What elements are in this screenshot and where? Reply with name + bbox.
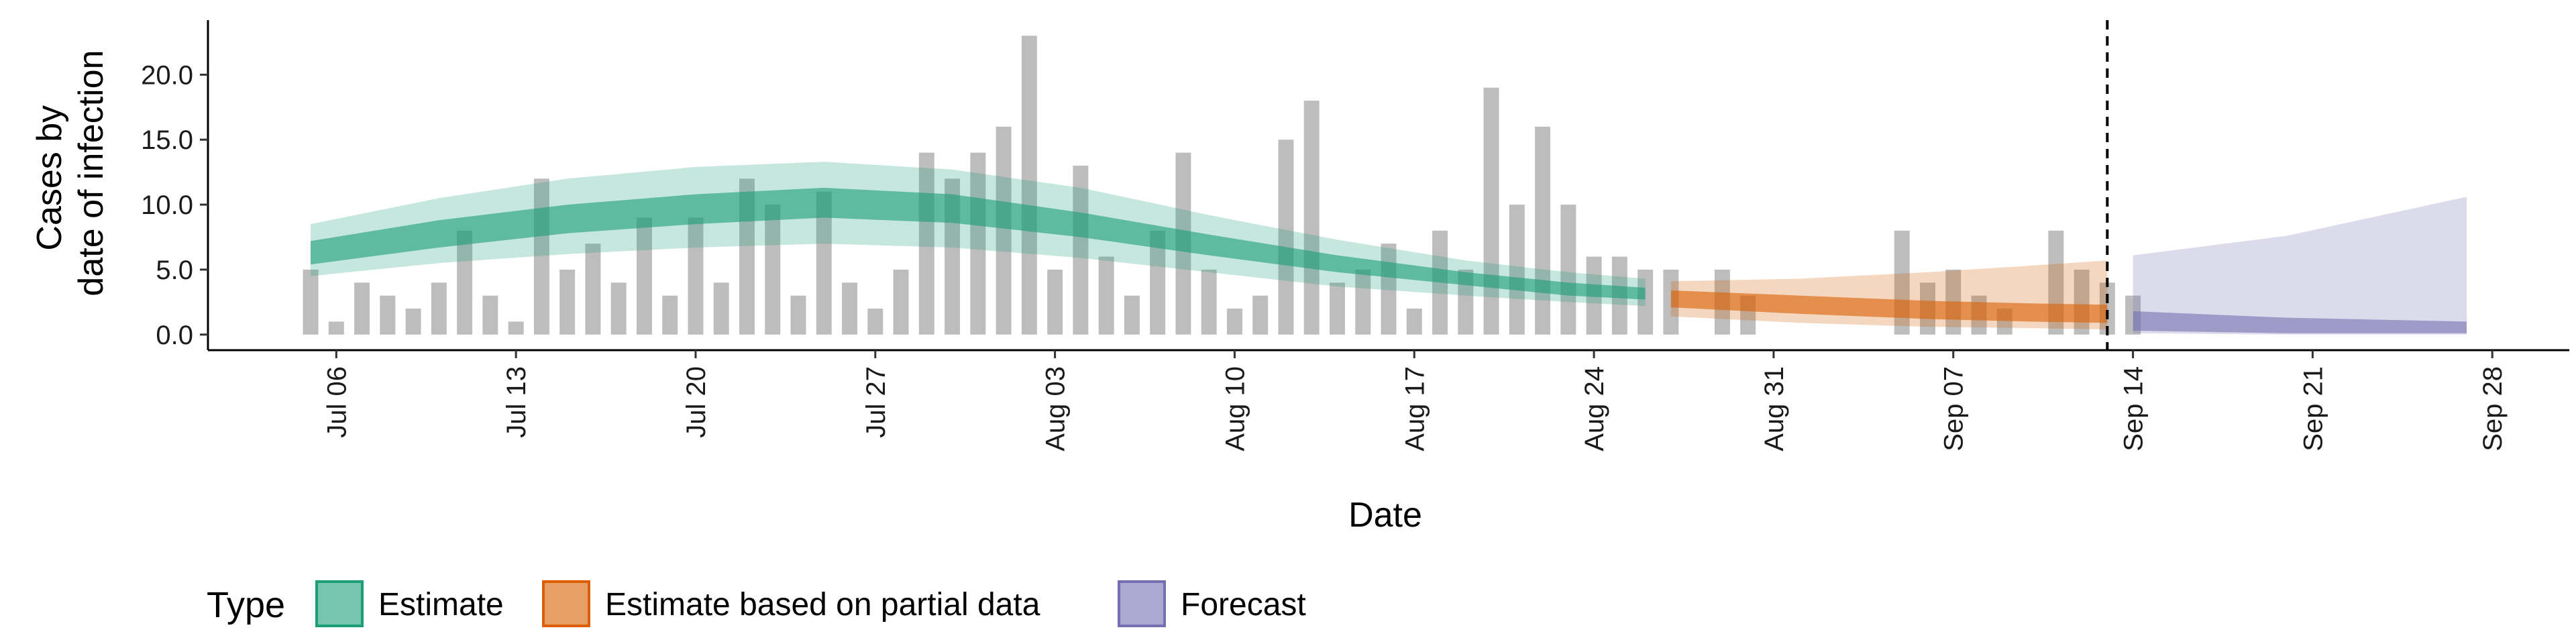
case-bar bbox=[1330, 282, 1345, 335]
y-axis: 0.0 5.0 10.0 15.0 20.0 bbox=[141, 20, 209, 350]
x-tick-label: Jul 27 bbox=[861, 366, 891, 438]
case-bar bbox=[893, 269, 909, 335]
case-bar bbox=[1150, 230, 1166, 335]
legend-label: Estimate based on partial data bbox=[605, 587, 1040, 623]
x-ticks: Jul 06 Jul 13 Jul 20 Jul 27 Aug 03 Aug 10 Aug … bbox=[322, 350, 2508, 451]
y-tick-label: 20.0 bbox=[141, 60, 193, 90]
case-bar bbox=[1355, 269, 1371, 335]
x-tick-label: Aug 03 bbox=[1041, 366, 1071, 451]
legend-swatch bbox=[315, 580, 364, 627]
case-bar bbox=[816, 191, 832, 335]
y-tick-label: 0.0 bbox=[156, 321, 193, 350]
x-tick-label: Aug 24 bbox=[1580, 366, 1609, 451]
case-bar bbox=[1124, 295, 1140, 335]
case-bar bbox=[842, 282, 857, 335]
case-bar bbox=[1278, 140, 1294, 335]
y-tick-label: 10.0 bbox=[141, 191, 193, 220]
legend-swatch bbox=[1118, 580, 1166, 627]
x-tick-label: Sep 21 bbox=[2298, 366, 2328, 451]
legend-items: Estimate Estimate based on partial data Fo… bbox=[315, 580, 1306, 627]
case-bar bbox=[1432, 230, 1448, 335]
y-ticks: 0.0 5.0 10.0 15.0 20.0 bbox=[141, 60, 208, 350]
case-bar bbox=[765, 205, 781, 335]
x-tick-label: Jul 13 bbox=[502, 366, 531, 438]
x-tick-label: Aug 31 bbox=[1760, 366, 1789, 451]
case-bar bbox=[662, 295, 678, 335]
x-tick-label: Sep 28 bbox=[2478, 366, 2508, 451]
case-bar bbox=[1226, 309, 1242, 335]
legend-label: Forecast bbox=[1181, 587, 1306, 623]
case-bar bbox=[1201, 269, 1217, 335]
case-bar bbox=[1303, 101, 1320, 335]
case-bar bbox=[610, 282, 627, 335]
case-bar bbox=[1406, 309, 1422, 335]
case-bar bbox=[585, 244, 601, 335]
x-axis: Jul 06 Jul 13 Jul 20 Jul 27 Aug 03 Aug 10 Aug … bbox=[208, 349, 2569, 451]
case-bar bbox=[303, 269, 319, 335]
y-axis-title: Cases by date of infection bbox=[30, 50, 111, 296]
plot-area bbox=[303, 20, 2467, 350]
case-bar bbox=[790, 295, 806, 335]
case-bar bbox=[636, 217, 652, 335]
x-tick-label: Jul 20 bbox=[682, 366, 711, 438]
legend: Type Estimate Estimate based on partial d… bbox=[207, 580, 1306, 627]
case-bar bbox=[713, 282, 729, 335]
case-bar bbox=[1047, 269, 1063, 335]
case-bar bbox=[1458, 269, 1474, 335]
case-bar bbox=[1073, 165, 1089, 335]
forecast-outer-band bbox=[2133, 197, 2467, 335]
case-bar bbox=[405, 309, 421, 335]
case-bar bbox=[328, 321, 344, 335]
case-bar bbox=[482, 295, 498, 335]
x-tick-label: Sep 07 bbox=[1939, 366, 1969, 451]
x-tick-label: Sep 14 bbox=[2119, 366, 2149, 451]
case-bar bbox=[1535, 126, 1551, 335]
x-tick-label: Aug 10 bbox=[1220, 366, 1250, 451]
case-bar bbox=[996, 126, 1012, 335]
y-tick-label: 5.0 bbox=[156, 256, 193, 285]
case-bar bbox=[380, 295, 396, 335]
x-tick-label: Aug 17 bbox=[1400, 366, 1430, 451]
case-bar bbox=[688, 217, 704, 335]
case-bar bbox=[1509, 205, 1525, 335]
x-axis-title: Date bbox=[1348, 496, 1422, 535]
y-axis-title-line-2: date of infection bbox=[72, 50, 111, 296]
estimate-bands bbox=[311, 162, 2467, 335]
estimate-inner-band bbox=[311, 187, 1646, 300]
estimate-outer-band bbox=[311, 162, 1646, 307]
legend-title: Type bbox=[207, 585, 285, 625]
estimate-based-on-partial-data-inner-band bbox=[1670, 290, 2108, 323]
case-bar bbox=[1021, 36, 1037, 335]
case-bar bbox=[1252, 295, 1269, 335]
case-bar bbox=[431, 282, 447, 335]
case-bar bbox=[1483, 87, 1499, 335]
forecast-inner-band bbox=[2133, 311, 2467, 333]
legend-swatch bbox=[542, 580, 590, 627]
legend-label: Estimate bbox=[378, 587, 504, 623]
case-bar bbox=[457, 230, 473, 335]
case-bar bbox=[1663, 269, 1679, 335]
y-tick-label: 15.0 bbox=[141, 125, 193, 155]
case-bar bbox=[1098, 256, 1114, 335]
case-bar bbox=[867, 309, 883, 335]
case-bar bbox=[354, 282, 370, 335]
x-tick-label: Jul 06 bbox=[322, 366, 352, 438]
case-bar bbox=[1638, 269, 1654, 335]
y-axis-title-line-1: Cases by bbox=[30, 105, 69, 251]
case-bar bbox=[508, 321, 524, 335]
case-bar bbox=[559, 269, 576, 335]
case-bar bbox=[1560, 205, 1576, 335]
